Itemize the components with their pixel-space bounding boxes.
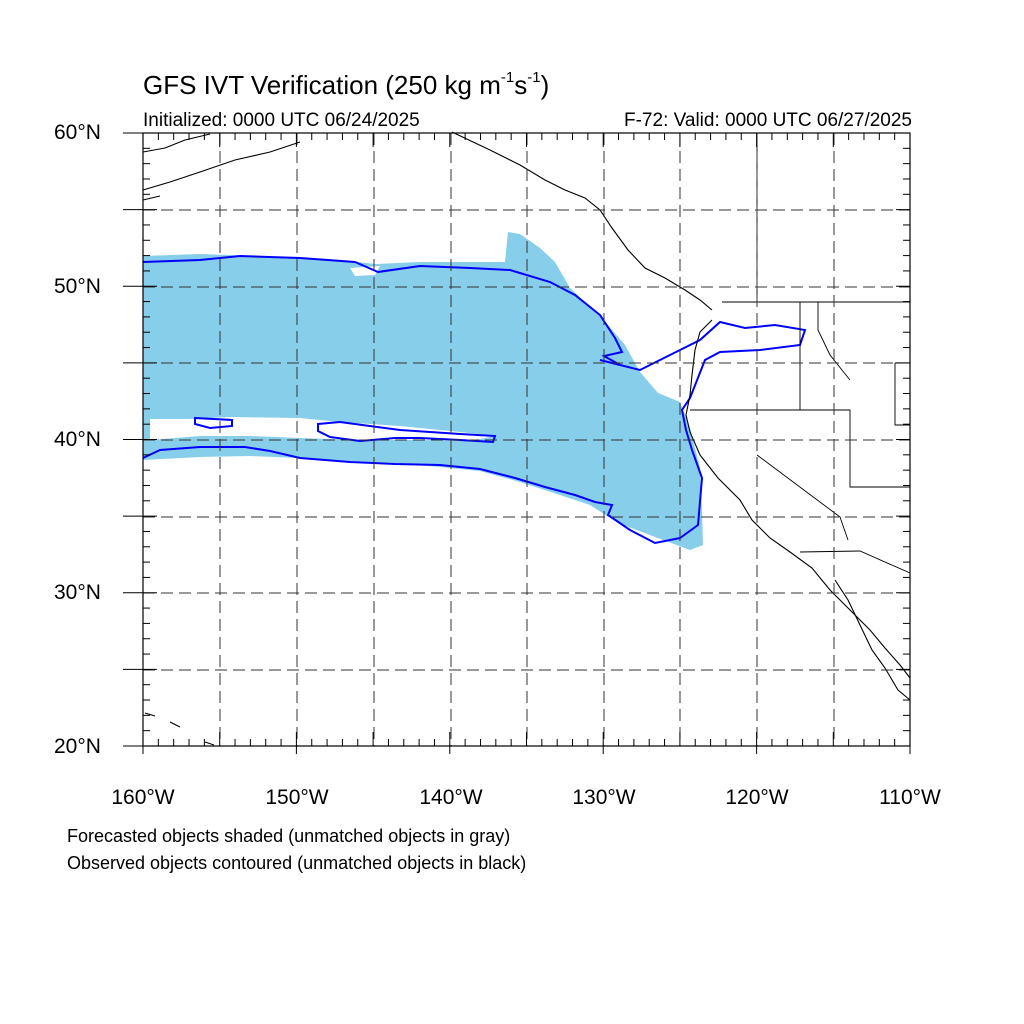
- lon-label-110w: 110°W: [879, 786, 941, 809]
- borders: [690, 133, 911, 574]
- initialized-time: Initialized: 0000 UTC 06/24/2025: [143, 110, 420, 131]
- coastlines: [142, 131, 911, 746]
- lon-label-140w: 140°W: [419, 786, 483, 809]
- forecast-gap: [350, 266, 380, 276]
- lon-label-160w: 160°W: [111, 786, 175, 809]
- observed-contour: [142, 254, 807, 545]
- lat-label-40: 40°N: [54, 428, 101, 451]
- graticule: [143, 133, 910, 746]
- valid-time: F-72: Valid: 0000 UTC 06/27/2025: [624, 110, 912, 131]
- lat-label-60: 60°N: [54, 121, 101, 144]
- plot-title: GFS IVT Verification (250 kg m-1s-1): [143, 69, 550, 100]
- forecast-object: [143, 232, 703, 550]
- lon-label-120w: 120°W: [725, 786, 789, 809]
- lon-label-130w: 130°W: [572, 786, 636, 809]
- lon-label-150w: 150°W: [265, 786, 329, 809]
- footnote-observed: Observed objects contoured (unmatched ob…: [67, 853, 527, 873]
- lat-label-30: 30°N: [54, 581, 101, 604]
- lat-label-20: 20°N: [54, 735, 101, 758]
- lat-label-50: 50°N: [54, 275, 101, 298]
- footnote-forecast: Forecasted objects shaded (unmatched obj…: [67, 826, 511, 846]
- axis-ticks: [123, 132, 911, 754]
